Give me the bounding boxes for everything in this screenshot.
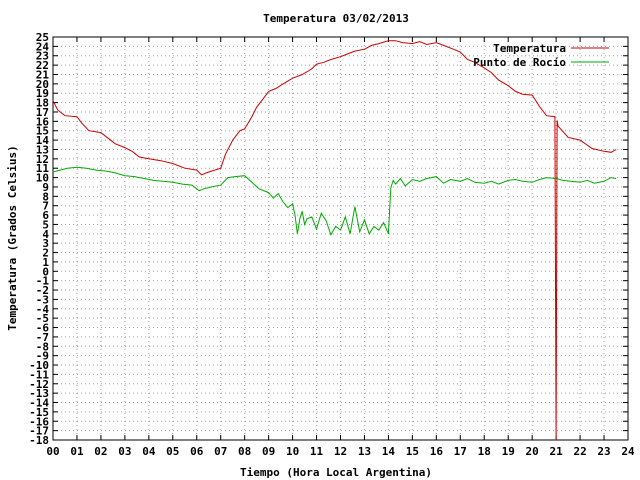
y-tick-label: 7 bbox=[42, 200, 49, 213]
x-tick-label: 02 bbox=[94, 445, 107, 458]
y-tick-label: 16 bbox=[36, 115, 50, 128]
y-tick-label: -10 bbox=[29, 359, 49, 372]
y-tick-label: -14 bbox=[29, 397, 49, 410]
y-tick-label: 2 bbox=[42, 247, 49, 260]
y-tick-label: -4 bbox=[36, 303, 50, 316]
y-tick-label: -3 bbox=[36, 293, 49, 306]
y-tick-label: 0 bbox=[42, 265, 49, 278]
y-tick-label: 5 bbox=[42, 218, 49, 231]
x-tick-label: 01 bbox=[70, 445, 84, 458]
legend: Temperatura Punto de Rocío bbox=[473, 42, 609, 69]
x-tick-label: 23 bbox=[597, 445, 610, 458]
y-tick-label: 10 bbox=[36, 172, 49, 185]
y-tick-label: -12 bbox=[29, 378, 49, 391]
y-tick-label: 23 bbox=[36, 50, 49, 63]
y-tick-label: 18 bbox=[36, 97, 49, 110]
x-tick-label: 24 bbox=[621, 445, 635, 458]
x-tick-label: 03 bbox=[118, 445, 131, 458]
y-tick-label: 20 bbox=[36, 78, 49, 91]
y-tick-label: 6 bbox=[42, 209, 49, 222]
y-tick-label: -13 bbox=[29, 387, 49, 400]
y-tick-label: 1 bbox=[42, 256, 49, 269]
x-tick-label: 16 bbox=[430, 445, 444, 458]
series-lines bbox=[52, 40, 617, 441]
y-tick-label: -1 bbox=[36, 275, 50, 288]
y-tick-labels: 2524232221201918171615141312111098765432… bbox=[29, 31, 49, 447]
y-tick-label: 3 bbox=[42, 237, 49, 250]
y-tick-label: 24 bbox=[36, 40, 50, 53]
y-tick-label: -16 bbox=[29, 415, 49, 428]
x-tick-label: 09 bbox=[262, 445, 275, 458]
x-tick-label: 19 bbox=[502, 445, 515, 458]
x-tick-label: 20 bbox=[526, 445, 539, 458]
x-tick-label: 12 bbox=[334, 445, 347, 458]
x-tick-label: 04 bbox=[142, 445, 156, 458]
y-tick-label: 13 bbox=[36, 143, 49, 156]
y-tick-label: 25 bbox=[36, 31, 49, 44]
y-tick-label: 22 bbox=[36, 59, 49, 72]
y-tick-label: -9 bbox=[36, 350, 49, 363]
x-tick-labels: 00 01 02 03 04 05 06 07 08 09 10 11 12 13 14 15 16 17 18 19… bbox=[46, 445, 635, 458]
x-tick-label: 10 bbox=[286, 445, 299, 458]
y-tick-label: 12 bbox=[36, 153, 49, 166]
axis-ticks bbox=[52, 36, 629, 441]
y-tick-label: 14 bbox=[36, 134, 50, 147]
x-axis-label: Tiempo (Hora Local Argentina) bbox=[240, 466, 432, 479]
x-tick-label: 13 bbox=[358, 445, 371, 458]
x-tick-label: 15 bbox=[406, 445, 419, 458]
x-tick-label: 22 bbox=[573, 445, 586, 458]
y-tick-label: 8 bbox=[42, 190, 49, 203]
legend-label-temperatura: Temperatura bbox=[493, 42, 566, 55]
x-tick-label: 11 bbox=[310, 445, 324, 458]
y-tick-label: -5 bbox=[36, 312, 49, 325]
series-line-temperatura bbox=[52, 40, 617, 441]
x-tick-label: 08 bbox=[238, 445, 251, 458]
y-tick-label: -11 bbox=[29, 368, 49, 381]
y-tick-label: 9 bbox=[42, 181, 49, 194]
y-tick-label: 11 bbox=[36, 162, 50, 175]
x-tick-label: 18 bbox=[478, 445, 491, 458]
legend-label-punto-de-rocio: Punto de Rocío bbox=[473, 56, 566, 69]
x-tick-label: 21 bbox=[550, 445, 564, 458]
x-tick-label: 07 bbox=[214, 445, 227, 458]
y-tick-label: 21 bbox=[36, 68, 50, 81]
y-tick-label: 19 bbox=[36, 87, 49, 100]
x-tick-label: 00 bbox=[46, 445, 59, 458]
y-tick-label: -17 bbox=[29, 425, 49, 438]
y-tick-label: 4 bbox=[42, 228, 49, 241]
y-axis-label: Temperatura (Grados Celsius) bbox=[6, 145, 19, 330]
x-tick-label: 06 bbox=[190, 445, 204, 458]
x-tick-label: 14 bbox=[382, 445, 396, 458]
x-tick-label: 17 bbox=[454, 445, 467, 458]
y-tick-label: -6 bbox=[36, 322, 50, 335]
chart-title: Temperatura 03/02/2013 bbox=[263, 12, 409, 25]
series-line-punto-de-rocio bbox=[52, 166, 617, 237]
y-tick-label: -18 bbox=[29, 434, 49, 447]
y-tick-label: -7 bbox=[36, 331, 49, 344]
y-tick-label: 17 bbox=[36, 106, 49, 119]
y-tick-label: 15 bbox=[36, 125, 49, 138]
y-tick-label: -8 bbox=[36, 340, 49, 353]
x-tick-label: 05 bbox=[166, 445, 179, 458]
y-tick-label: -2 bbox=[36, 284, 49, 297]
y-tick-label: -15 bbox=[29, 406, 49, 419]
